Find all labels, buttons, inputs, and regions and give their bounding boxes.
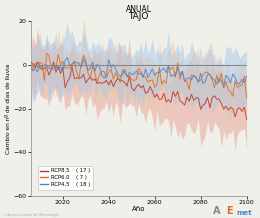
X-axis label: Año: Año	[132, 206, 145, 213]
Text: © Agencia Estatal de Meteorología: © Agencia Estatal de Meteorología	[3, 213, 58, 217]
Y-axis label: Cambio en nº de días de lluvia: Cambio en nº de días de lluvia	[5, 63, 11, 154]
Title: TAJO: TAJO	[128, 12, 149, 21]
Text: met: met	[237, 210, 252, 216]
Text: E: E	[226, 206, 233, 216]
Legend: RCP8.5    ( 17 ), RCP6.0    ( 7 ), RCP4.5    ( 18 ): RCP8.5 ( 17 ), RCP6.0 ( 7 ), RCP4.5 ( 18…	[38, 166, 93, 190]
Text: A: A	[213, 206, 221, 216]
Text: ANUAL: ANUAL	[126, 5, 152, 14]
